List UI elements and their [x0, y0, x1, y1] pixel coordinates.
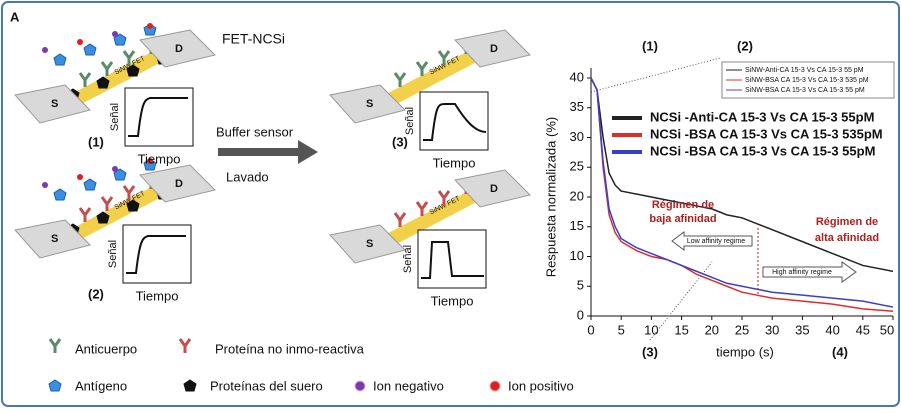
figure-label: A [10, 9, 20, 24]
regime-label: alta afinidad [815, 232, 879, 244]
legend-text: Anticuerpo [75, 341, 137, 356]
x-tick-label: 35 [795, 322, 809, 337]
device-label: FET-NCSi [222, 31, 285, 47]
signal-label: Señal [109, 103, 121, 131]
signal-plot [123, 225, 191, 283]
source-label: S [366, 238, 373, 250]
signal-plot [125, 88, 193, 146]
source-label: S [366, 98, 373, 110]
y-axis-label: Respuesta normalizada (%) [543, 117, 558, 277]
arrow-bottom: Lavado [226, 169, 269, 184]
legend-icon [490, 381, 500, 391]
panel-label: (3) [392, 134, 408, 149]
time-label: Tiempo [136, 288, 179, 303]
legend-text: Ion positivo [508, 378, 574, 393]
ion [42, 47, 48, 53]
time-label: Tiempo [433, 155, 476, 170]
reference-label: SiNW-BSA CA 15-3 Vs CA 15-3 535 pM [745, 77, 869, 84]
source-label: S [51, 98, 58, 110]
ion [77, 174, 83, 180]
panel-label: (2) [88, 286, 104, 301]
drain-label: D [490, 183, 498, 195]
step-marker: (4) [832, 344, 848, 359]
x-tick-label: 10 [644, 322, 658, 337]
regime-label: Régimen de [816, 216, 878, 228]
figure: A FET-NCSi Buffer sensor Lavado SiNW FET… [0, 0, 901, 408]
ion [77, 39, 83, 45]
arrow-top: Buffer sensor [216, 124, 294, 139]
y-tick-label: 25 [570, 159, 584, 174]
y-tick-label: 40 [570, 69, 584, 84]
y-tick-label: 10 [570, 248, 584, 263]
time-label: Tiempo [138, 151, 181, 166]
reference-label: SiNW-BSA CA 15-3 Vs CA 15-3 55 pM [745, 87, 865, 94]
x-tick-label: 50 [880, 322, 894, 337]
legend-label: NCSi -BSA CA 15-3 Vs CA 15-3 535pM [650, 126, 883, 141]
signal-plot [420, 92, 488, 150]
x-tick-label: 15 [674, 322, 688, 337]
signal-label: Señal [107, 240, 119, 268]
regime-label: baja afinidad [649, 213, 716, 225]
drain-label: D [175, 178, 183, 190]
signal-label: Señal [402, 245, 414, 273]
x-tick-label: 0 [587, 322, 594, 337]
reference-label: SiNW-Anti-CA 15-3 Vs CA 15-3 55 pM [745, 67, 864, 74]
step-marker: (3) [642, 344, 658, 359]
source-label: S [51, 233, 58, 245]
regime-box: High affinity regime [772, 269, 832, 276]
time-label: Tiempo [431, 293, 474, 308]
panel-label: (1) [88, 134, 104, 149]
signal-plot [418, 230, 486, 288]
legend-text: Proteínas del suero [210, 378, 323, 393]
y-tick-label: 30 [570, 129, 584, 144]
x-tick-label: 5 [618, 322, 625, 337]
drain-label: D [175, 43, 183, 55]
legend-label: NCSi -BSA CA 15-3 Vs CA 15-3 55pM [650, 143, 875, 158]
y-tick-label: 5 [577, 278, 584, 293]
step-marker: (2) [737, 38, 753, 53]
legend-text: Ion negativo [373, 378, 444, 393]
x-tick-label: 30 [765, 322, 779, 337]
legend-text: Proteína no inmo-reactiva [215, 341, 365, 356]
ion [42, 182, 48, 188]
y-tick-label: 35 [570, 99, 584, 114]
legend-text: Antígeno [75, 378, 127, 393]
ion [112, 31, 118, 37]
ion [112, 166, 118, 172]
x-tick-label: 40 [825, 322, 839, 337]
y-tick-label: 0 [577, 307, 584, 322]
legend-icon [355, 381, 365, 391]
x-tick-label: 20 [705, 322, 719, 337]
x-tick-label: 25 [735, 322, 749, 337]
page: {"figure_label":"A","device_label":"FET-… [0, 0, 901, 413]
x-tick-label: 45 [856, 322, 870, 337]
y-tick-label: 15 [570, 218, 584, 233]
step-marker: (1) [642, 38, 658, 53]
regime-label: Régimen de [652, 199, 714, 211]
ion [147, 23, 153, 29]
x-axis-label: tiempo (s) [716, 344, 774, 359]
drain-label: D [490, 43, 498, 55]
regime-box: Low affinity regime [687, 238, 745, 245]
signal-label: Señal [404, 107, 416, 135]
y-tick-label: 20 [570, 188, 584, 203]
legend-label: NCSi -Anti-CA 15-3 Vs CA 15-3 55pM [650, 109, 874, 124]
